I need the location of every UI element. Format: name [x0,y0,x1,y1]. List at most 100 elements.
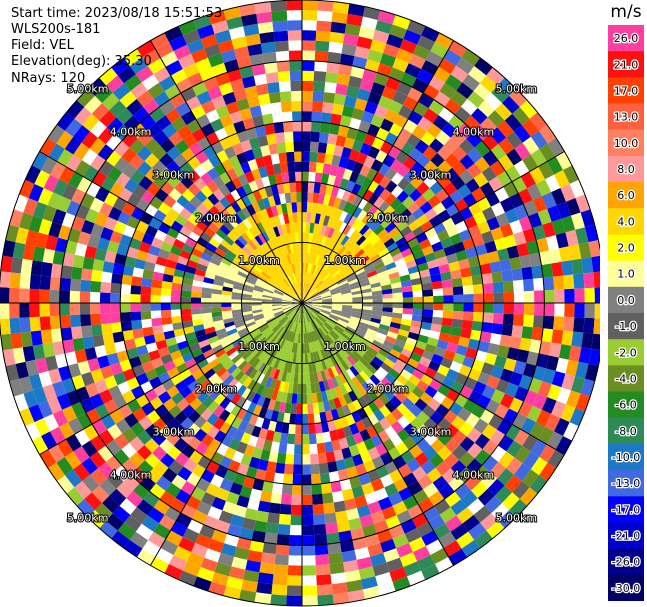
velocity-cell [113,140,130,157]
velocity-cell [193,324,205,332]
velocity-cell [367,347,379,357]
velocity-cell [236,98,250,111]
velocity-cell [182,243,194,254]
velocity-cell [378,348,390,358]
velocity-cell [306,273,310,284]
velocity-cell [233,281,245,288]
velocity-cell [285,453,295,465]
velocity-cell [187,380,200,392]
velocity-cell [249,105,263,118]
velocity-cell [500,197,515,213]
velocity-cell [347,589,365,603]
velocity-cell [456,82,474,99]
velocity-cell [418,93,434,109]
velocity-cell [355,373,366,385]
velocity-cell [229,110,243,124]
velocity-cell [396,542,413,558]
velocity-cell [367,180,379,193]
velocity-cell [306,332,311,343]
velocity-cell [25,359,39,377]
velocity-cell [351,453,364,467]
velocity-cell [73,446,90,464]
velocity-cell [398,353,410,364]
velocity-cell [77,231,91,246]
velocity-cell [409,326,421,335]
velocity-cell [215,270,227,278]
velocity-cell [228,331,239,340]
velocity-cell [120,312,132,322]
velocity-cell [183,271,195,280]
velocity-cell [254,592,272,605]
velocity-cell [449,233,463,246]
velocity-cell [116,481,133,499]
colorbar-swatch [608,443,644,471]
velocity-cell [211,20,229,34]
velocity-cell [251,530,266,543]
velocity-cell [385,412,398,426]
velocity-cell [161,280,173,290]
velocity-cell [164,26,183,42]
velocity-cell [255,83,269,96]
velocity-cell [337,125,350,138]
velocity-cell [371,456,385,470]
velocity-cell [52,208,67,225]
velocity-cell [73,463,91,481]
velocity-cell [287,362,293,373]
velocity-cell [339,384,348,396]
velocity-cell [130,294,141,303]
velocity-cell [361,416,373,429]
velocity-cell [159,152,174,168]
velocity-cell [295,322,299,333]
velocity-cell [514,446,531,464]
velocity-cell [122,329,135,341]
velocity-cell [396,334,408,343]
velocity-cell [40,261,53,277]
velocity-cell [290,514,302,526]
velocity-cell [249,343,260,353]
velocity-cell [152,271,164,281]
velocity-cell [240,432,252,445]
velocity-cell [326,319,336,327]
velocity-cell [160,51,179,67]
velocity-cell [526,351,540,366]
velocity-cell [398,486,414,501]
velocity-cell [368,274,379,282]
velocity-cell [262,113,274,126]
velocity-cell [41,431,58,450]
velocity-cell [132,328,144,339]
velocity-cell [281,318,290,327]
velocity-cell [29,303,40,318]
velocity-cell [52,340,65,356]
velocity-cell [375,442,388,456]
velocity-cell [262,154,273,167]
velocity-cell [179,226,192,238]
velocity-cell [343,456,356,469]
velocity-cell [283,340,290,351]
velocity-cell [196,390,210,403]
velocity-cell [134,336,146,348]
velocity-cell [390,317,402,324]
velocity-cell [56,457,74,476]
velocity-cell [325,277,335,286]
velocity-cell [266,331,275,341]
velocity-cell [383,43,400,58]
velocity-cell [302,413,309,425]
velocity-cell [43,174,59,193]
velocity-cell [246,323,257,331]
velocity-cell [225,180,237,193]
velocity-cell [311,473,321,485]
velocity-cell [386,331,399,340]
velocity-cell [201,159,214,173]
velocity-cell [182,528,200,543]
velocity-cell [355,463,368,476]
velocity-cell [282,297,293,301]
velocity-cell [206,180,219,194]
velocity-cell [395,358,407,369]
velocity-cell [102,92,120,111]
velocity-cell [392,215,404,227]
velocity-cell [284,319,291,329]
velocity-cell [62,183,77,201]
velocity-cell [269,277,279,286]
velocity-cell [279,281,288,290]
velocity-cell [260,220,270,231]
